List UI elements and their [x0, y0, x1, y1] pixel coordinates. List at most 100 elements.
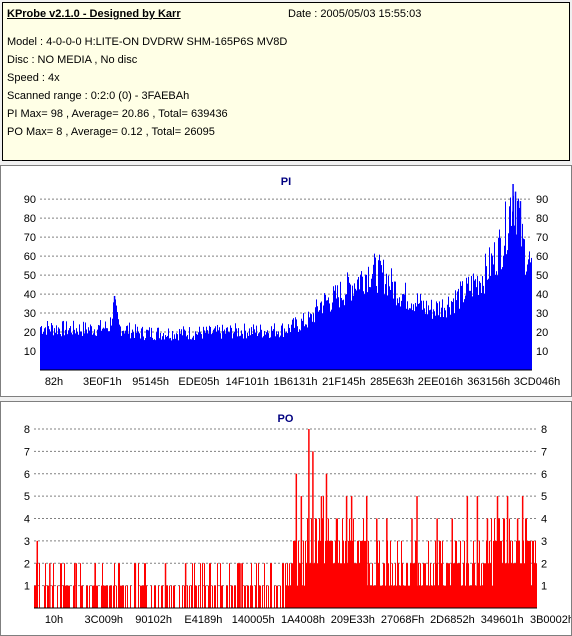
pi-x-tick-label: 14F101h	[225, 376, 268, 388]
pi-spike	[514, 191, 517, 370]
po-bar	[89, 585, 90, 608]
pi-bar	[129, 322, 130, 370]
po-spike	[386, 518, 388, 608]
po-bar	[109, 585, 110, 608]
po-bar	[306, 563, 307, 608]
pi-bar	[175, 338, 176, 370]
pi-bar	[380, 260, 381, 370]
pi-bar	[277, 334, 278, 370]
pi-bar	[237, 336, 238, 370]
pi-bar	[333, 286, 334, 370]
pi-bar	[464, 299, 465, 370]
pi-bar	[151, 327, 152, 370]
pi-bar	[431, 299, 432, 370]
po-bar	[305, 540, 306, 608]
speed-line: Speed : 4x	[7, 72, 60, 84]
po-bar	[403, 585, 404, 608]
po-bar	[494, 518, 495, 608]
po-bar	[44, 585, 45, 608]
pi-bar	[453, 298, 454, 370]
pi-bar	[153, 339, 154, 370]
pi-bar	[355, 288, 356, 370]
pi-bar	[447, 304, 448, 370]
pi-bar	[312, 321, 313, 370]
pi-bar	[394, 281, 395, 370]
po-bar	[82, 585, 83, 608]
pi-bar	[353, 295, 354, 370]
po-bar	[130, 585, 131, 608]
po-bar	[443, 585, 444, 608]
pi-bar	[357, 279, 358, 370]
po-bar	[65, 585, 66, 608]
po-bar	[531, 585, 532, 608]
pi-bar	[65, 329, 66, 370]
po-x-tick-label: 209E33h	[331, 614, 375, 626]
pi-bar	[193, 335, 194, 370]
pi-bar	[130, 338, 131, 370]
pi-bar	[220, 333, 221, 370]
po-bar	[234, 585, 235, 608]
po-bar	[302, 585, 303, 608]
po-y-tick-right: 7	[541, 446, 547, 458]
po-bar	[64, 563, 65, 608]
po-bar	[375, 585, 376, 608]
pi-bar	[408, 309, 409, 370]
po-bar	[450, 585, 451, 608]
pi-bar	[254, 329, 255, 370]
pi-bar	[309, 317, 310, 370]
po-bar	[202, 563, 203, 608]
pi-bar	[148, 330, 149, 370]
po-bar	[327, 540, 328, 608]
pi-y-tick-right: 80	[536, 213, 548, 225]
pi-bar	[75, 333, 76, 370]
pi-bar	[498, 237, 499, 370]
po-bar	[392, 563, 393, 608]
po-bar	[482, 585, 483, 608]
po-bar	[217, 563, 218, 608]
pi-bar	[295, 317, 296, 370]
pi-bar	[269, 337, 270, 370]
po-bar	[393, 585, 394, 608]
po-bar	[496, 540, 497, 608]
pi-bar	[62, 321, 63, 370]
po-bar	[189, 585, 190, 608]
po-bar	[484, 563, 485, 608]
pi-y-tick-right: 10	[536, 346, 548, 358]
pi-bar	[461, 285, 462, 370]
pi-bar	[247, 332, 248, 370]
pi-bar	[255, 332, 256, 370]
pi-bar	[233, 333, 234, 370]
pi-bar	[506, 254, 507, 370]
pi-bar	[478, 294, 479, 370]
pi-bar	[227, 327, 228, 370]
po-bar	[508, 563, 509, 608]
pi-bar	[213, 329, 214, 370]
pi-bar	[341, 297, 342, 370]
po-bar	[361, 540, 362, 608]
pi-bar	[436, 301, 437, 370]
pi-bar	[504, 245, 505, 370]
po-bar	[196, 585, 197, 608]
pi-bar	[53, 335, 54, 370]
po-bar	[252, 585, 253, 608]
po-bar	[432, 585, 433, 608]
pi-bar	[252, 334, 253, 370]
pi-bar	[73, 320, 74, 370]
pi-bar	[392, 281, 393, 370]
po-bar	[324, 563, 325, 608]
pi-bar	[146, 329, 147, 370]
po-bar	[198, 585, 199, 608]
po-bar	[125, 585, 126, 608]
pi-bar	[340, 281, 341, 370]
po-bar	[530, 540, 531, 608]
pi-bar	[393, 298, 394, 370]
po-bar	[337, 518, 338, 608]
pi-bar	[342, 300, 343, 370]
pi-bar	[112, 318, 113, 370]
po-bar	[431, 585, 432, 608]
pi-bar	[289, 327, 290, 370]
pi-bar	[510, 197, 511, 370]
pi-bar	[282, 323, 283, 370]
po-bar	[463, 563, 464, 608]
po-bar	[260, 585, 261, 608]
